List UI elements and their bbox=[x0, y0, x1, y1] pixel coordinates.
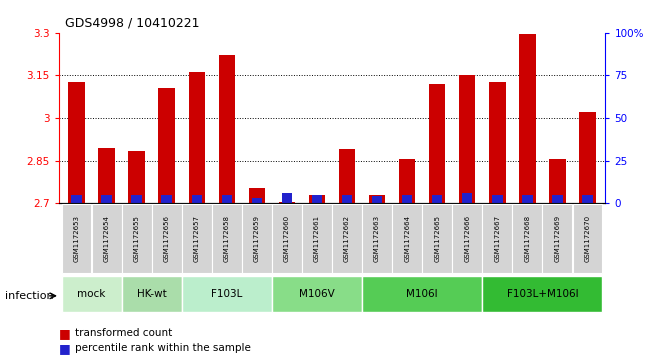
Text: GSM1172666: GSM1172666 bbox=[464, 215, 470, 262]
FancyBboxPatch shape bbox=[422, 204, 452, 273]
Bar bbox=[252, 198, 262, 203]
Bar bbox=[519, 34, 536, 203]
Text: GSM1172669: GSM1172669 bbox=[555, 215, 561, 262]
Bar bbox=[158, 88, 175, 203]
FancyBboxPatch shape bbox=[393, 204, 422, 273]
Text: GSM1172661: GSM1172661 bbox=[314, 215, 320, 262]
Text: GSM1172665: GSM1172665 bbox=[434, 215, 440, 262]
Bar bbox=[372, 196, 382, 203]
Bar bbox=[191, 195, 202, 203]
Text: GSM1172656: GSM1172656 bbox=[164, 215, 170, 262]
Bar bbox=[549, 159, 566, 203]
Text: GSM1172668: GSM1172668 bbox=[524, 215, 531, 262]
Text: F103L: F103L bbox=[211, 289, 243, 299]
FancyBboxPatch shape bbox=[362, 204, 392, 273]
Text: GDS4998 / 10410221: GDS4998 / 10410221 bbox=[65, 16, 200, 29]
Bar bbox=[579, 112, 596, 203]
FancyBboxPatch shape bbox=[62, 204, 92, 273]
Text: ■: ■ bbox=[59, 342, 70, 355]
Bar bbox=[68, 82, 85, 203]
FancyBboxPatch shape bbox=[92, 204, 122, 273]
FancyBboxPatch shape bbox=[272, 204, 302, 273]
FancyBboxPatch shape bbox=[362, 276, 482, 312]
FancyBboxPatch shape bbox=[512, 204, 542, 273]
Bar bbox=[399, 159, 415, 203]
Bar bbox=[552, 195, 562, 203]
Text: M106V: M106V bbox=[299, 289, 335, 299]
Text: GSM1172655: GSM1172655 bbox=[133, 215, 140, 262]
Text: mock: mock bbox=[77, 289, 106, 299]
Text: GSM1172667: GSM1172667 bbox=[494, 215, 500, 262]
Bar bbox=[161, 195, 172, 203]
Text: GSM1172658: GSM1172658 bbox=[224, 215, 230, 262]
Bar bbox=[459, 75, 475, 203]
Bar bbox=[219, 56, 235, 203]
Bar bbox=[72, 195, 82, 203]
Text: ■: ■ bbox=[59, 327, 70, 340]
FancyBboxPatch shape bbox=[542, 204, 572, 273]
Bar bbox=[189, 73, 205, 203]
Bar bbox=[402, 195, 412, 203]
FancyBboxPatch shape bbox=[242, 204, 271, 273]
FancyBboxPatch shape bbox=[182, 276, 271, 312]
FancyBboxPatch shape bbox=[122, 204, 152, 273]
Bar bbox=[492, 195, 503, 203]
Bar bbox=[429, 84, 445, 203]
FancyBboxPatch shape bbox=[152, 204, 182, 273]
Bar bbox=[432, 195, 443, 203]
Text: GSM1172662: GSM1172662 bbox=[344, 215, 350, 262]
Bar bbox=[221, 195, 232, 203]
Bar bbox=[249, 188, 265, 203]
FancyBboxPatch shape bbox=[212, 204, 242, 273]
FancyBboxPatch shape bbox=[572, 204, 602, 273]
Bar bbox=[342, 195, 352, 203]
Text: GSM1172663: GSM1172663 bbox=[374, 215, 380, 262]
FancyBboxPatch shape bbox=[272, 276, 362, 312]
Text: GSM1172654: GSM1172654 bbox=[104, 215, 109, 262]
FancyBboxPatch shape bbox=[332, 204, 362, 273]
Text: infection: infection bbox=[5, 291, 54, 301]
Bar bbox=[282, 193, 292, 203]
FancyBboxPatch shape bbox=[452, 204, 482, 273]
Text: M106I: M106I bbox=[406, 289, 438, 299]
Bar bbox=[98, 148, 115, 203]
Bar bbox=[369, 195, 385, 203]
Bar bbox=[309, 195, 326, 203]
Text: GSM1172653: GSM1172653 bbox=[74, 215, 79, 262]
Bar bbox=[522, 195, 533, 203]
Text: GSM1172670: GSM1172670 bbox=[585, 215, 590, 262]
Bar bbox=[312, 195, 322, 203]
Bar bbox=[489, 82, 506, 203]
Text: percentile rank within the sample: percentile rank within the sample bbox=[75, 343, 251, 354]
Text: GSM1172660: GSM1172660 bbox=[284, 215, 290, 262]
Text: GSM1172657: GSM1172657 bbox=[194, 215, 200, 262]
Bar bbox=[279, 202, 295, 203]
FancyBboxPatch shape bbox=[182, 204, 212, 273]
FancyBboxPatch shape bbox=[122, 276, 182, 312]
Text: HK-wt: HK-wt bbox=[137, 289, 167, 299]
FancyBboxPatch shape bbox=[482, 204, 512, 273]
Text: F103L+M106I: F103L+M106I bbox=[506, 289, 578, 299]
Bar bbox=[339, 149, 355, 203]
Bar bbox=[132, 195, 142, 203]
Bar bbox=[128, 151, 145, 203]
Bar bbox=[102, 195, 112, 203]
FancyBboxPatch shape bbox=[482, 276, 602, 312]
Bar bbox=[462, 193, 473, 203]
Bar bbox=[582, 195, 592, 203]
FancyBboxPatch shape bbox=[302, 204, 332, 273]
Text: GSM1172659: GSM1172659 bbox=[254, 215, 260, 262]
Text: transformed count: transformed count bbox=[75, 328, 172, 338]
Text: GSM1172664: GSM1172664 bbox=[404, 215, 410, 262]
FancyBboxPatch shape bbox=[62, 276, 122, 312]
